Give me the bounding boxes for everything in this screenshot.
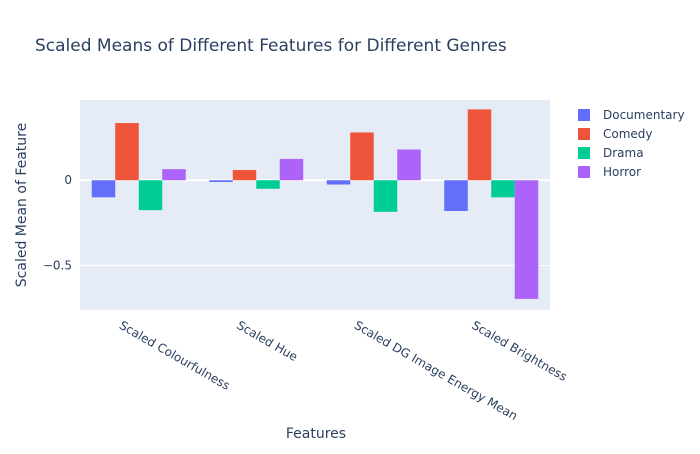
legend-label-drama: Drama — [603, 146, 644, 160]
bar-comedy-2 — [350, 132, 374, 181]
legend-swatch-comedy — [578, 128, 590, 140]
bar-documentary-2 — [326, 180, 351, 185]
bar-comedy-3 — [467, 109, 492, 181]
legend-label-documentary: Documentary — [603, 108, 685, 122]
x-tick-label: Scaled Colourfulness — [117, 318, 233, 393]
y-axis-title: Scaled Mean of Feature — [14, 123, 30, 287]
legend-swatch-horror — [578, 166, 590, 178]
bar-horror-1 — [279, 158, 304, 181]
bar-drama-1 — [256, 180, 280, 189]
bar-drama-3 — [491, 180, 515, 198]
bar-horror-3 — [514, 180, 539, 299]
bar-drama-0 — [138, 180, 163, 211]
bar-drama-2 — [373, 180, 398, 212]
bar-comedy-0 — [115, 123, 139, 181]
y-tick-label: −0.5 — [43, 259, 72, 273]
bar-comedy-1 — [232, 170, 257, 181]
legend-label-comedy: Comedy — [603, 127, 653, 141]
bars — [91, 109, 539, 299]
bar-documentary-3 — [444, 180, 468, 211]
bar-documentary-0 — [91, 180, 116, 198]
y-tick-label: 0 — [64, 173, 72, 187]
bar-horror-0 — [162, 169, 186, 181]
x-axis-title: Features — [286, 426, 346, 442]
y-tick-labels: 0 −0.5 — [43, 173, 72, 272]
legend-swatch-documentary — [578, 109, 590, 121]
x-tick-label: Scaled Brightness — [469, 318, 569, 384]
bar-horror-2 — [397, 149, 421, 181]
x-tick-label: Scaled Hue — [234, 318, 300, 364]
chart-title: Scaled Means of Different Features for D… — [35, 36, 507, 56]
legend-label-horror: Horror — [603, 165, 641, 179]
bar-documentary-1 — [209, 180, 233, 182]
legend-swatch-drama — [578, 147, 590, 159]
x-tick-labels: Scaled Colourfulness Scaled Hue Scaled DG … — [117, 318, 570, 423]
legend: Documentary Comedy Drama Horror — [578, 108, 685, 179]
